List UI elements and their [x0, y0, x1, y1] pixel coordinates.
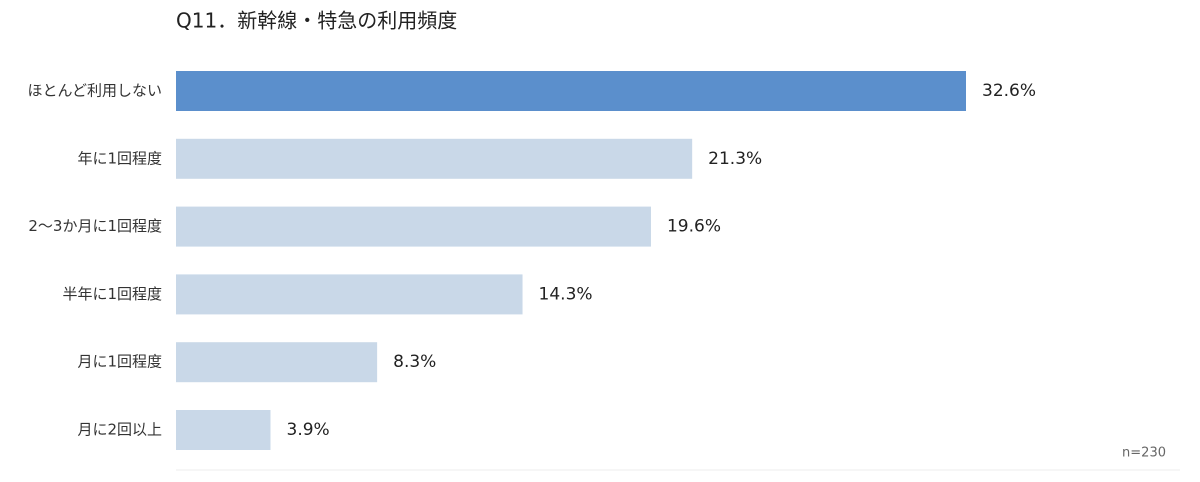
bar [176, 71, 966, 111]
bar [176, 206, 651, 247]
y-tick-label: ほとんど利用しない [27, 82, 162, 100]
chart-title: Q11．新幹線・特急の利用頻度 [176, 9, 457, 33]
value-label: 32.6% [982, 81, 1036, 101]
y-tick-label: 年に1回程度 [77, 149, 162, 167]
y-tick-label: 2〜3か月に1回程度 [28, 217, 162, 235]
bar [176, 342, 378, 383]
value-label: 19.6% [667, 217, 721, 237]
y-tick-label: 月に1回程度 [77, 353, 162, 371]
value-label: 21.3% [708, 149, 762, 169]
bar [176, 410, 271, 450]
bar [176, 274, 523, 315]
sample-note: n=230 [1122, 446, 1166, 461]
y-tick-label: 半年に1回程度 [62, 285, 162, 303]
value-label: 8.3% [393, 352, 436, 372]
y-tick-label: 月に2回以上 [77, 421, 162, 439]
bar [176, 138, 693, 179]
value-label: 14.3% [539, 284, 593, 304]
value-label: 3.9% [287, 420, 330, 440]
